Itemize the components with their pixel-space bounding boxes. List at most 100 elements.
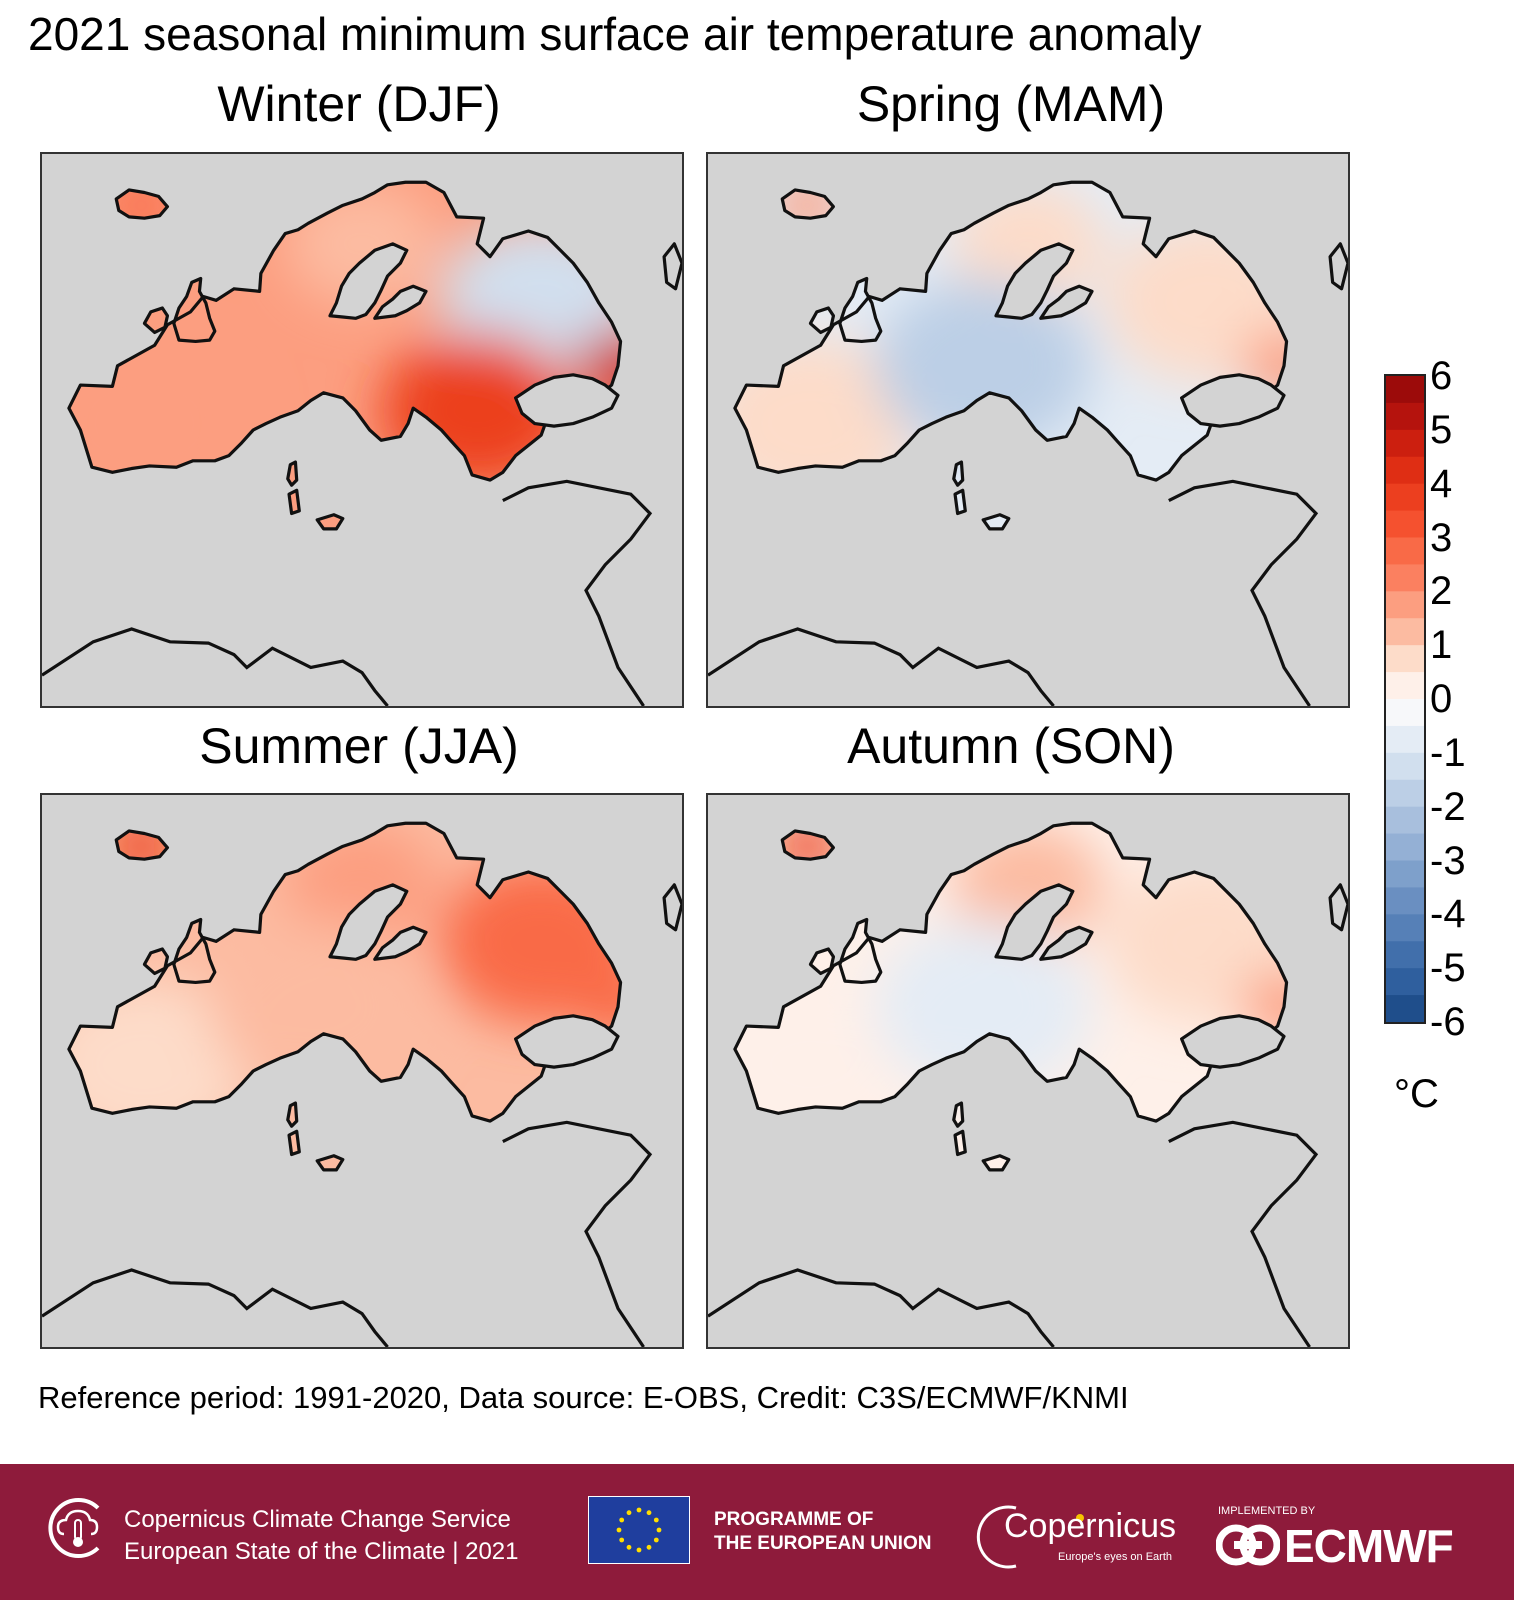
sea-caspian <box>662 883 682 932</box>
colorbar-segment <box>1386 699 1424 727</box>
colorbar-tick-label: 2 <box>1430 569 1453 614</box>
colorbar-segment <box>1386 376 1424 404</box>
sea-caspian <box>1328 242 1348 291</box>
sea-black_sea <box>514 1014 620 1069</box>
colorbar-segment <box>1386 752 1424 781</box>
colorbar <box>1384 374 1426 1024</box>
colorbar-tick-label: -5 <box>1430 946 1466 991</box>
coastline-corsica <box>952 460 965 487</box>
colorbar-tick-label: -1 <box>1430 730 1466 775</box>
colorbar-segment <box>1386 968 1424 996</box>
panel-title-summer: Summer (JJA) <box>199 718 519 774</box>
coastline-sicily <box>981 1154 1011 1172</box>
coastline-africa <box>708 627 1055 706</box>
colorbar-segment <box>1386 779 1424 808</box>
copernicus-swirl-icon <box>976 1505 1084 1569</box>
anomaly-region-central <box>874 919 1092 1095</box>
coastline-iceland <box>114 188 170 220</box>
coastline-anatolia <box>1168 1120 1319 1347</box>
eu-star <box>646 1510 652 1516</box>
coastline-mainland <box>67 180 623 482</box>
coastline-anatolia <box>502 1120 653 1347</box>
colorbar-segment <box>1386 995 1424 1022</box>
coastline-sicily <box>315 513 345 531</box>
colorbar-segment <box>1386 537 1424 566</box>
coastline-uk <box>172 917 217 985</box>
sea-baltic <box>1039 284 1094 320</box>
coastline-ireland <box>808 947 836 976</box>
sea-scandinavia_inner <box>994 883 1075 961</box>
eu-star <box>656 1527 662 1533</box>
sea-black_sea <box>514 373 620 428</box>
colorbar-segment <box>1386 833 1424 862</box>
coastline-iceland <box>780 188 836 220</box>
colorbar-segment <box>1386 645 1424 673</box>
coastline-africa <box>42 627 389 706</box>
map-winter <box>40 152 684 708</box>
coastline-iceland <box>780 829 836 861</box>
coastline-corsica <box>286 460 299 487</box>
colorbar-segment <box>1386 429 1424 458</box>
anomaly-region-central <box>874 278 1092 454</box>
coastline-ireland <box>142 947 170 976</box>
sea-baltic <box>373 925 428 961</box>
europe-map <box>42 821 682 1347</box>
programme-line-2: THE EUROPEAN UNION <box>714 1533 932 1554</box>
colorbar-tick-label: 4 <box>1430 461 1453 506</box>
eu-star <box>646 1544 652 1550</box>
colorbar-segment <box>1386 510 1424 539</box>
colorbar-segment <box>1386 887 1424 915</box>
coastline-uk <box>838 917 883 985</box>
coastline-mainland <box>733 180 1289 482</box>
sea-caspian <box>662 242 682 291</box>
sea-black_sea <box>1180 1014 1286 1069</box>
eu-star <box>616 1527 622 1533</box>
colorbar-segment <box>1386 806 1424 835</box>
panel-title-autumn: Autumn (SON) <box>847 718 1175 774</box>
service-line-1: Copernicus Climate Change Service <box>124 1506 511 1533</box>
coastline-africa <box>708 1268 1055 1347</box>
coastline-sicily <box>981 513 1011 531</box>
implemented-by-label: IMPLEMENTED BY <box>1218 1505 1316 1517</box>
eu-star <box>636 1547 642 1553</box>
colorbar-tick-label: 0 <box>1430 677 1453 721</box>
service-name: Copernicus Climate Change Service Europe… <box>124 1504 519 1568</box>
colorbar-segment <box>1386 618 1424 646</box>
eu-star <box>626 1544 632 1550</box>
caption: Reference period: 1991-2020, Data source… <box>38 1380 1129 1415</box>
colorbar-segment <box>1386 564 1424 592</box>
colorbar-segment <box>1386 725 1424 754</box>
colorbar-tick-label: -3 <box>1430 838 1466 883</box>
europe-map <box>42 180 682 706</box>
coastline-sardinia <box>287 1129 301 1157</box>
coastline-corsica <box>952 1101 965 1128</box>
footer: Copernicus Climate Change Service Europe… <box>0 1464 1514 1600</box>
colorbar-segment <box>1386 860 1424 889</box>
colorbar-unit: °C <box>1394 1072 1439 1116</box>
sea-baltic <box>1039 925 1094 961</box>
c3s-thermometer-icon <box>48 1498 100 1558</box>
colorbar-tick-label: 3 <box>1430 515 1453 560</box>
programme-line-1: PROGRAMME OF <box>714 1509 874 1530</box>
ecmwf-logo-icon <box>1216 1524 1280 1566</box>
sea-scandinavia_inner <box>328 242 409 320</box>
sea-caspian <box>1328 883 1348 932</box>
coastline-africa <box>42 1268 389 1347</box>
ecmwf-wordmark: ECMWF <box>1284 1520 1454 1572</box>
europe-map <box>708 180 1348 706</box>
colorbar-segment <box>1386 591 1424 619</box>
map-autumn <box>706 793 1350 1349</box>
europe-map <box>708 821 1348 1347</box>
sea-black_sea <box>1180 373 1286 428</box>
map-spring <box>706 152 1350 708</box>
service-line-2: European State of the Climate | 2021 <box>124 1538 519 1565</box>
map-summer <box>40 793 684 1349</box>
colorbar-segment <box>1386 941 1424 969</box>
sea-baltic <box>373 284 428 320</box>
colorbar-segment <box>1386 456 1424 485</box>
panel-title-spring: Spring (MAM) <box>856 76 1166 132</box>
colorbar-tick-label: -2 <box>1430 784 1466 829</box>
eu-star <box>619 1517 625 1523</box>
eu-star <box>619 1537 625 1543</box>
page-title: 2021 seasonal minimum surface air temper… <box>28 8 1202 60</box>
